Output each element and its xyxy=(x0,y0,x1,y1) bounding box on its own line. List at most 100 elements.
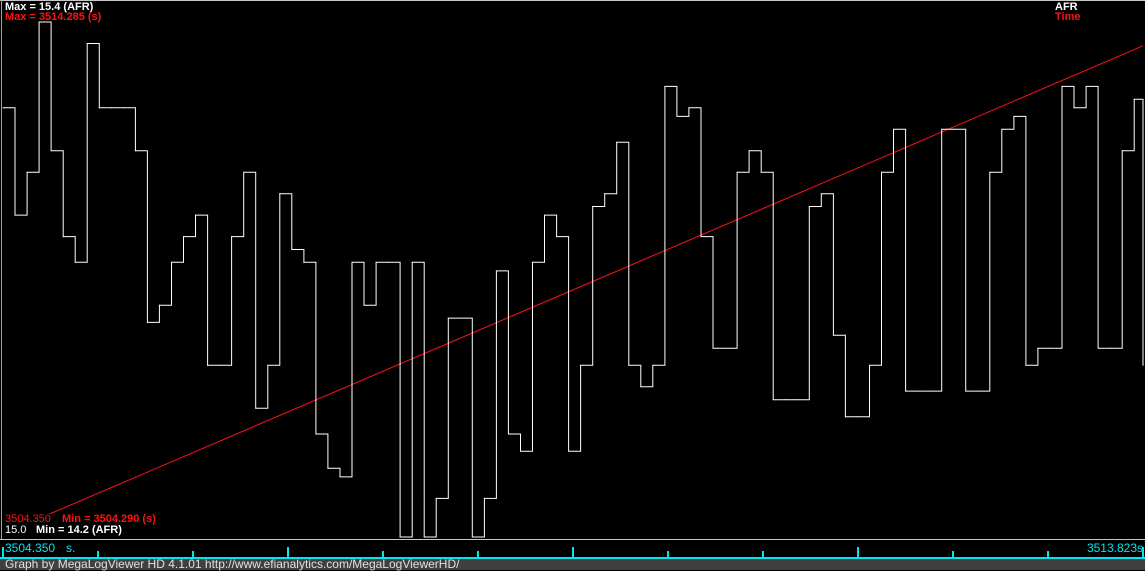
afr-point xyxy=(243,171,245,173)
afr-point xyxy=(796,399,798,401)
afr-point xyxy=(351,261,353,263)
footer-credit: Graph by MegaLogViewer HD 4.1.01 http://… xyxy=(5,557,460,571)
axis-unit-label: s. xyxy=(66,541,76,555)
axis-tick xyxy=(952,551,954,557)
afr-point xyxy=(423,536,425,538)
afr-point xyxy=(748,150,750,152)
afr-min-label: Min = 14.2 (AFR) xyxy=(36,524,122,536)
afr-point xyxy=(844,416,846,418)
afr-point xyxy=(989,171,991,173)
afr-point xyxy=(929,390,931,392)
afr-point xyxy=(868,364,870,366)
afr-point xyxy=(303,261,305,263)
afr-point xyxy=(1133,98,1135,100)
afr-point xyxy=(893,128,895,130)
afr-point xyxy=(1121,150,1123,152)
legend-time[interactable]: Time xyxy=(1055,11,1081,23)
afr-point xyxy=(435,497,437,499)
afr-point xyxy=(1097,347,1099,349)
afr-point xyxy=(62,236,64,238)
afr-point xyxy=(183,236,185,238)
afr-point xyxy=(965,390,967,392)
afr-point xyxy=(1037,347,1039,349)
afr-point xyxy=(291,248,293,250)
afr-point xyxy=(255,407,257,409)
afr-point xyxy=(532,261,534,263)
afr-point xyxy=(146,321,148,323)
afr-series-line xyxy=(3,21,1144,538)
afr-point xyxy=(363,304,365,306)
afr-point xyxy=(1061,85,1063,87)
afr-point xyxy=(917,390,919,392)
legend-afr[interactable]: AFR xyxy=(1055,1,1078,13)
afr-point xyxy=(688,107,690,109)
afr-point xyxy=(1049,347,1051,349)
afr-point xyxy=(736,171,738,173)
time-min-value: 3504.350 xyxy=(5,513,51,525)
afr-point xyxy=(399,536,401,538)
afr-point xyxy=(195,214,197,216)
afr-point xyxy=(592,206,594,208)
afr-point xyxy=(134,150,136,152)
afr-point xyxy=(628,364,630,366)
afr-point xyxy=(279,193,281,195)
afr-point xyxy=(14,214,16,216)
afr-point xyxy=(544,214,546,216)
plot-area[interactable] xyxy=(0,0,1145,539)
afr-point xyxy=(676,115,678,117)
afr-point xyxy=(507,433,509,435)
afr-point xyxy=(110,107,112,109)
time-min-label: Min = 3504.290 (s) xyxy=(62,513,156,525)
afr-point xyxy=(1025,364,1027,366)
afr-point xyxy=(339,476,341,478)
afr-point xyxy=(231,236,233,238)
axis-tick xyxy=(477,551,479,557)
afr-point xyxy=(941,128,943,130)
afr-point xyxy=(387,261,389,263)
axis-tick xyxy=(857,547,859,557)
afr-point xyxy=(1073,107,1075,109)
axis-tick xyxy=(572,547,574,557)
afr-point xyxy=(568,450,570,452)
afr-point xyxy=(459,317,461,319)
axis-tick xyxy=(192,551,194,557)
afr-point xyxy=(207,364,209,366)
afr-point xyxy=(74,261,76,263)
axis-end-label: 3513.823s xyxy=(1086,541,1143,555)
afr-point xyxy=(122,107,124,109)
afr-point xyxy=(2,107,4,109)
afr-point xyxy=(26,171,28,173)
footer-bar: Graph by MegaLogViewer HD 4.1.01 http://… xyxy=(0,557,1145,571)
afr-point xyxy=(556,236,558,238)
axis-tick xyxy=(1142,547,1144,557)
afr-point xyxy=(760,171,762,173)
cursor-line[interactable] xyxy=(1,0,2,558)
afr-point xyxy=(640,386,642,388)
axis-tick xyxy=(97,551,99,557)
afr-point xyxy=(38,21,40,23)
afr-point xyxy=(98,107,100,109)
afr-point xyxy=(856,416,858,418)
afr-point xyxy=(315,433,317,435)
afr-point xyxy=(86,42,88,44)
afr-point xyxy=(808,206,810,208)
afr-point xyxy=(700,236,702,238)
afr-point xyxy=(411,261,413,263)
afr-point xyxy=(483,497,485,499)
afr-point xyxy=(784,399,786,401)
afr-point xyxy=(50,150,52,152)
afr-point xyxy=(616,141,618,143)
afr-point xyxy=(820,193,822,195)
afr-point xyxy=(977,390,979,392)
afr-point xyxy=(170,261,172,263)
afr-point xyxy=(519,450,521,452)
afr-point xyxy=(832,334,834,336)
afr-point xyxy=(158,304,160,306)
time-max-label: Max = 3514.285 (s) xyxy=(5,11,102,23)
afr-point xyxy=(1142,364,1144,366)
afr-point xyxy=(953,128,955,130)
axis-tick xyxy=(382,551,384,557)
afr-min-value: 15.0 xyxy=(5,524,27,536)
axis-tick xyxy=(2,547,4,557)
afr-point xyxy=(712,347,714,349)
